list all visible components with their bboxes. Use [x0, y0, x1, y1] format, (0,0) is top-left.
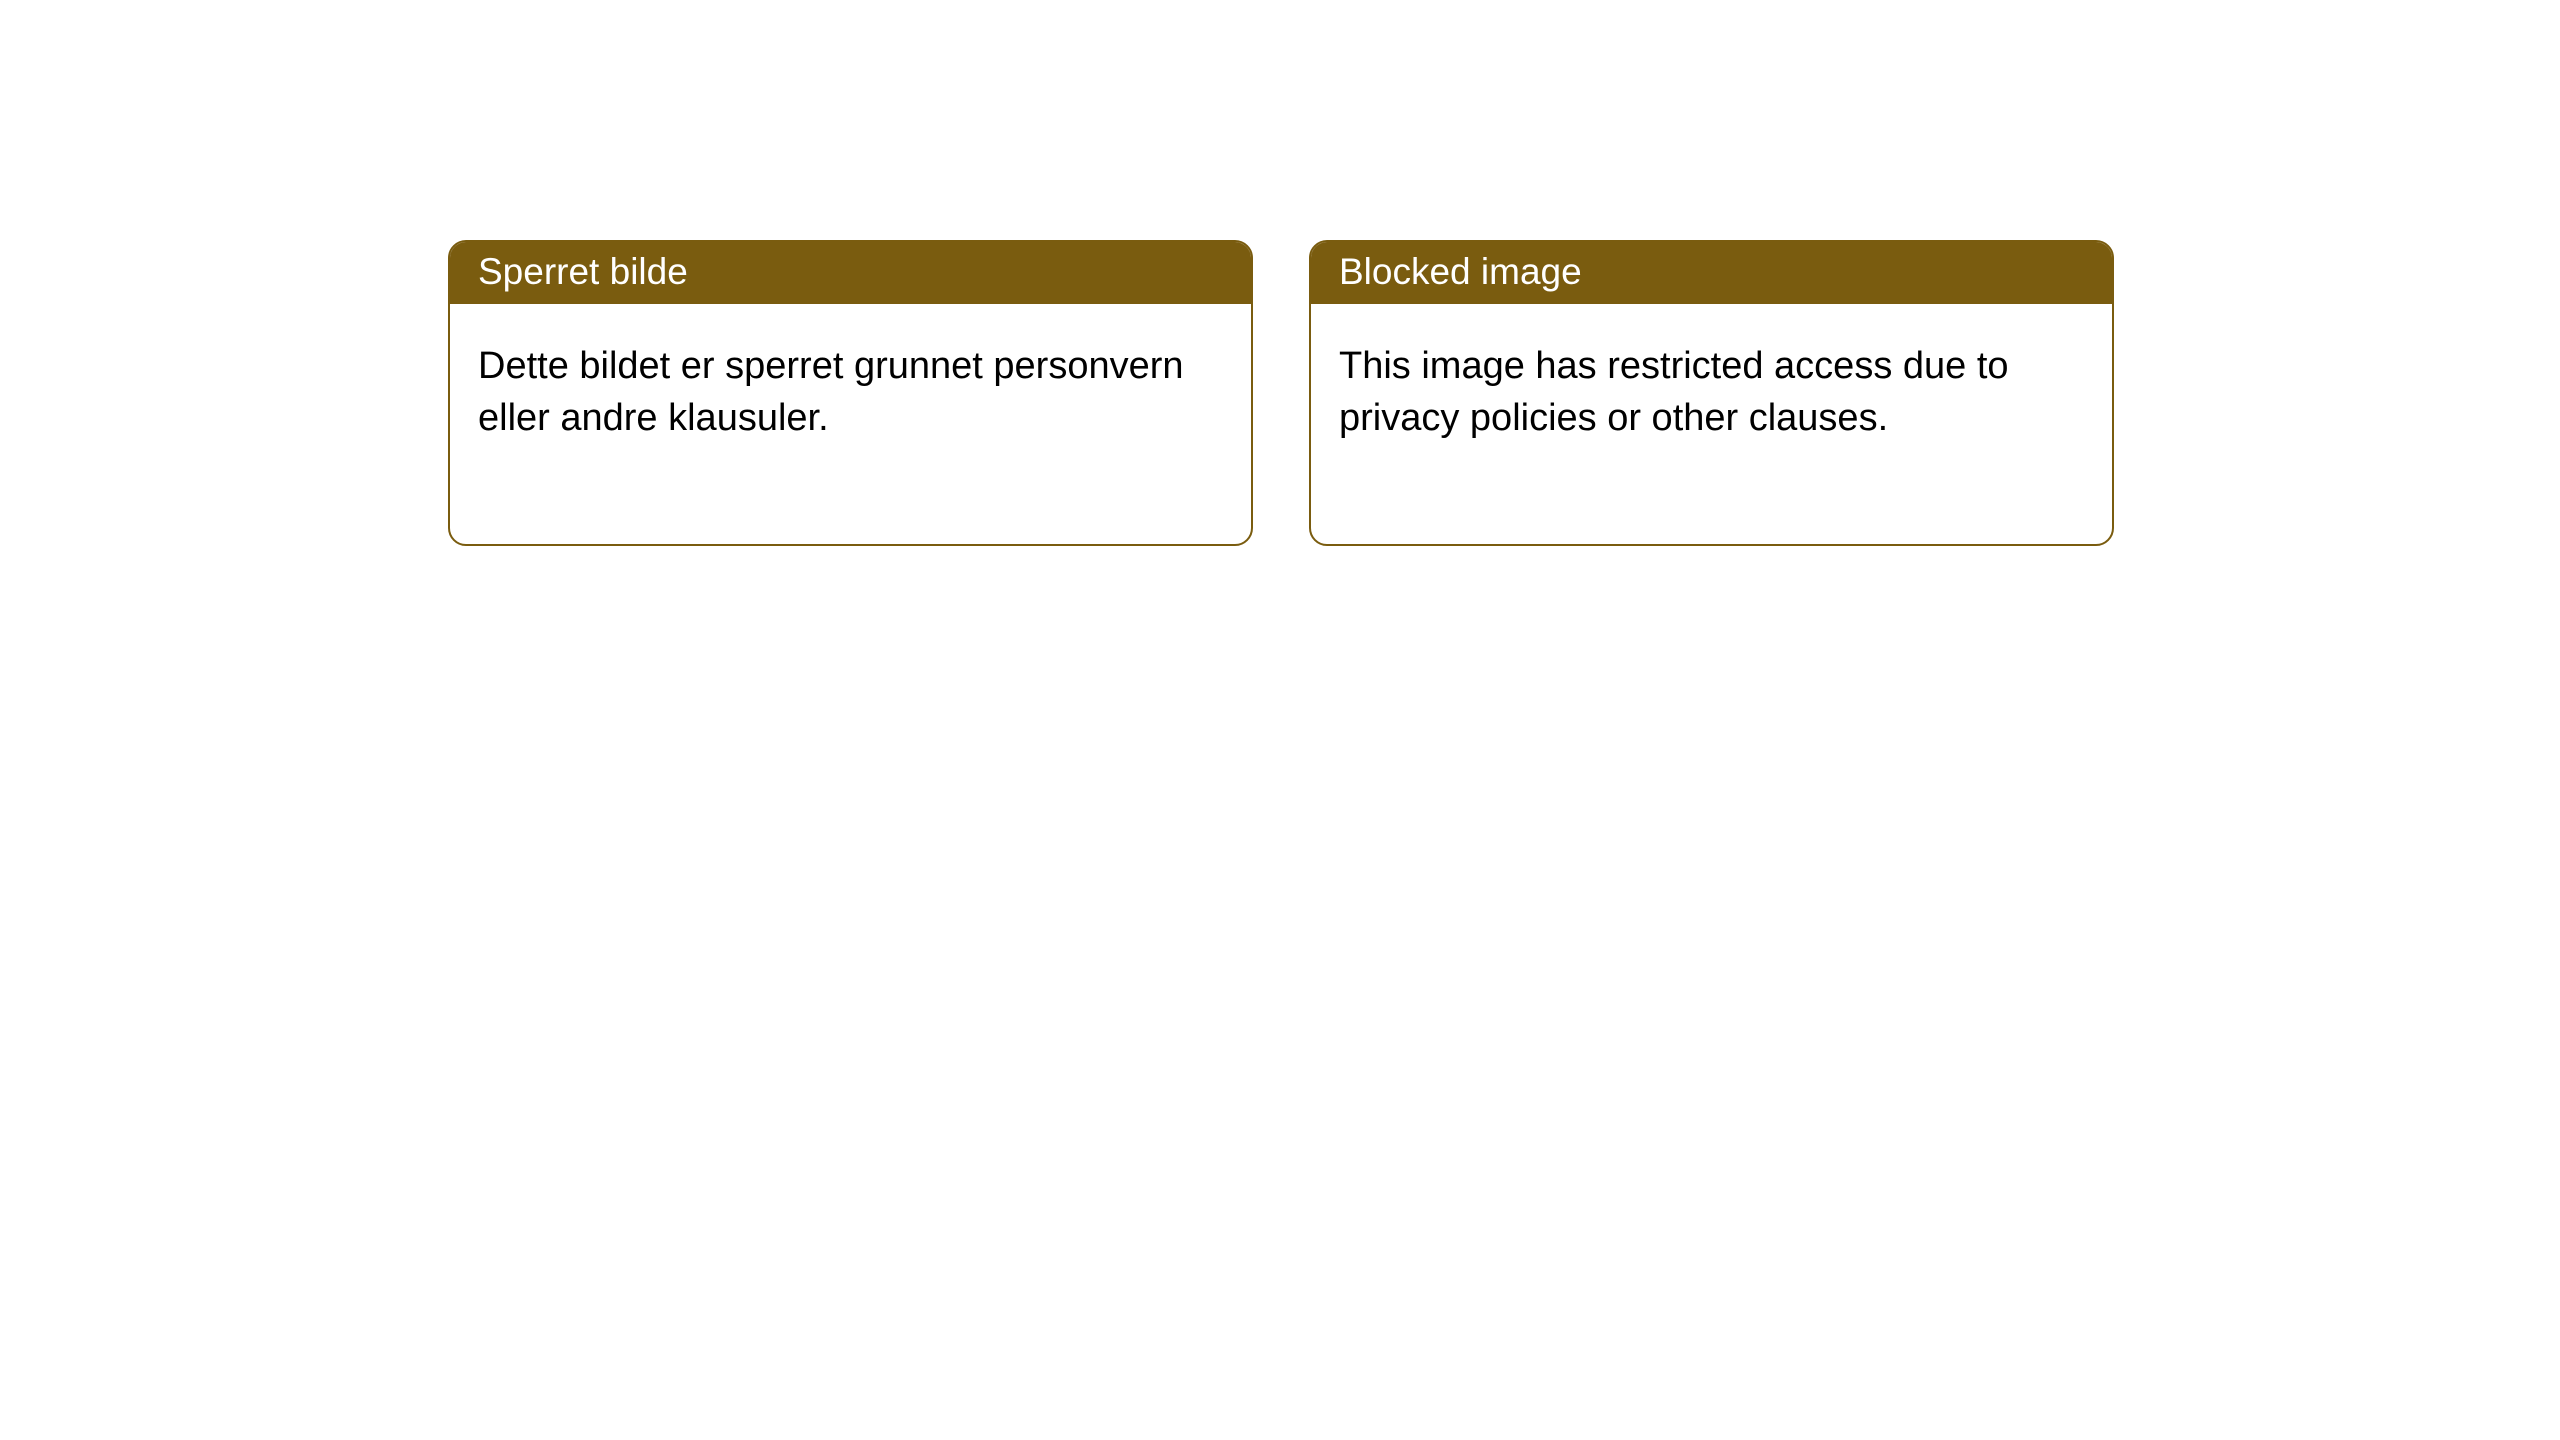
notice-body-english: This image has restricted access due to … [1311, 304, 2112, 544]
notice-body-norwegian: Dette bildet er sperret grunnet personve… [450, 304, 1251, 544]
notice-header-english: Blocked image [1311, 242, 2112, 304]
notice-box-norwegian: Sperret bilde Dette bildet er sperret gr… [448, 240, 1253, 546]
notice-container: Sperret bilde Dette bildet er sperret gr… [0, 0, 2560, 546]
notice-box-english: Blocked image This image has restricted … [1309, 240, 2114, 546]
notice-header-norwegian: Sperret bilde [450, 242, 1251, 304]
